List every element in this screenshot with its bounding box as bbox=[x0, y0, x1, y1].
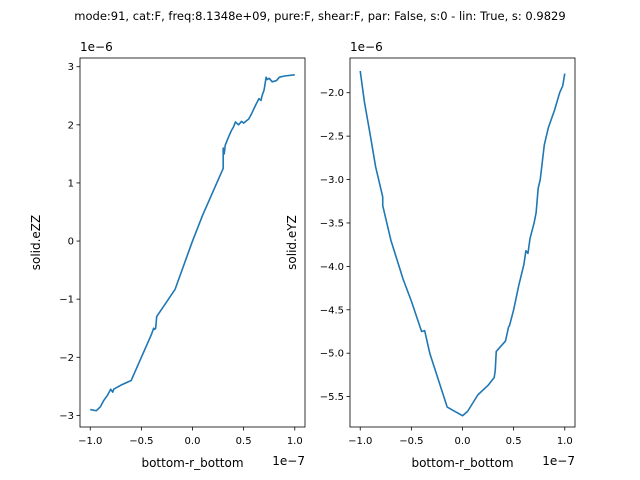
x-tick-label: −1.0 bbox=[78, 436, 102, 447]
x-tick-label: 1.0 bbox=[557, 436, 573, 447]
figure-suptitle: mode:91, cat:F, freq:8.1348e+09, pure:F,… bbox=[74, 9, 565, 23]
y-tick-label: 2 bbox=[68, 120, 74, 131]
x-axis-label: bottom-r_bottom bbox=[411, 456, 513, 470]
y-tick-label: −3.0 bbox=[320, 175, 344, 186]
y-tick-label: −3.5 bbox=[320, 218, 344, 229]
x-tick-label: 0.5 bbox=[236, 436, 252, 447]
y-tick-label: −5.5 bbox=[320, 392, 344, 403]
x-tick-label: 0.0 bbox=[185, 436, 201, 447]
y-tick-label: −2 bbox=[59, 353, 74, 364]
y-tick-label: −2.0 bbox=[320, 88, 344, 99]
y-tick-label: −1 bbox=[59, 295, 74, 306]
y-axis-label: solid.eZZ bbox=[29, 215, 43, 271]
y-offset-label: 1e−6 bbox=[350, 40, 383, 54]
x-tick-label: 1.0 bbox=[287, 436, 303, 447]
x-tick-label: 0.5 bbox=[506, 436, 522, 447]
x-offset-label: 1e−7 bbox=[272, 454, 305, 468]
y-tick-label: 1 bbox=[68, 178, 74, 189]
y-tick-label: −4.0 bbox=[320, 262, 344, 273]
x-tick-label: −1.0 bbox=[348, 436, 372, 447]
x-tick-label: −0.5 bbox=[129, 436, 153, 447]
x-tick-label: −0.5 bbox=[399, 436, 423, 447]
y-offset-label: 1e−6 bbox=[80, 40, 113, 54]
x-axis-label: bottom-r_bottom bbox=[141, 456, 243, 470]
x-tick-label: 0.0 bbox=[455, 436, 471, 447]
y-tick-label: −4.5 bbox=[320, 305, 344, 316]
y-tick-label: −2.5 bbox=[320, 132, 344, 143]
chart-panel-eyz: −1.0 −0.5 0.0 0.5 1.0 −2.0 −2.5 −3.0 −3.5 −4.0 −4.… bbox=[285, 40, 576, 470]
y-tick-label: 0 bbox=[68, 237, 74, 248]
y-tick-label: 3 bbox=[68, 62, 74, 73]
x-offset-label: 1e−7 bbox=[542, 454, 575, 468]
chart-panel-ezz: −1.0 −0.5 0.0 0.5 1.0 −3 −2 −1 0 1 2 3 bottom-r_bott… bbox=[29, 40, 306, 470]
series-line bbox=[90, 74, 295, 412]
y-tick-label: −3 bbox=[59, 411, 74, 422]
y-tick-label: −5.0 bbox=[320, 349, 344, 360]
y-axis-label: solid.eYZ bbox=[285, 215, 299, 270]
series-line bbox=[359, 70, 566, 417]
